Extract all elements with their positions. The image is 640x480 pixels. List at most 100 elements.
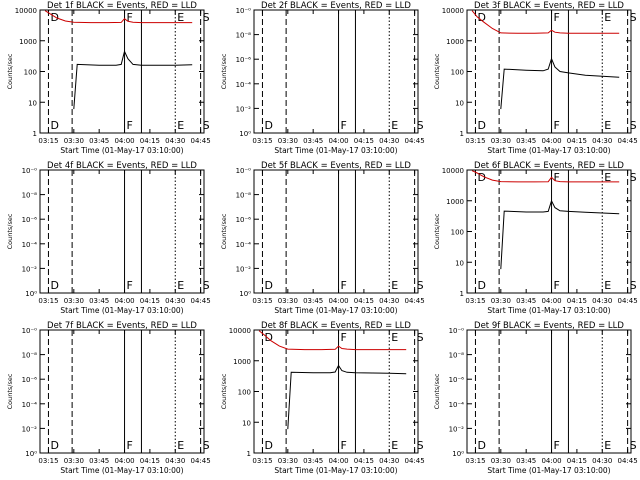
x-axis-label: Start Time (01-May-17 03:10:00) <box>60 146 183 155</box>
x-tick-label: 03:45 <box>89 457 109 465</box>
x-tick-label: 03:15 <box>38 457 58 465</box>
event-marker-label: D <box>477 439 485 452</box>
y-tick-label: 10 <box>28 99 37 107</box>
event-marker-label-top: D <box>264 331 272 344</box>
y-tick-label: 1000 <box>233 358 251 366</box>
y-tick-label: 10⁰ <box>452 450 464 458</box>
x-tick-label: 04:00 <box>114 297 134 305</box>
x-tick-label: 04:15 <box>567 137 587 145</box>
event-marker-label: S <box>203 279 210 292</box>
x-tick-label: 04:15 <box>567 297 587 305</box>
plot-frame <box>466 329 632 454</box>
x-tick-label: 03:15 <box>465 137 485 145</box>
y-axis-label: Counts/sec <box>220 213 228 249</box>
x-tick-label: 03:45 <box>516 457 536 465</box>
x-tick-label: 04:15 <box>567 457 587 465</box>
y-axis-label: Counts/sec <box>220 53 228 89</box>
event-marker-label: D <box>50 119 58 132</box>
event-marker-label: E <box>177 279 184 292</box>
event-marker-label: E <box>177 439 184 452</box>
y-axis-label: Counts/sec <box>6 213 14 249</box>
y-tick-label: 10⁻⁸ <box>236 32 252 40</box>
event-marker-label: F <box>127 119 133 132</box>
plot-frame <box>39 329 205 454</box>
x-tick-label: 03:30 <box>278 137 298 145</box>
event-marker-label: E <box>604 439 611 452</box>
event-marker-label-top: D <box>50 11 58 24</box>
x-tick-label: 04:45 <box>405 137 425 145</box>
event-marker-label: S <box>417 439 424 452</box>
y-tick-label: 10⁻⁶ <box>236 216 252 224</box>
detector-chart-5: Det 5f BLACK = Events, RED = LLD 03:15 03:… <box>220 161 425 315</box>
x-tick-label: 04:30 <box>592 457 612 465</box>
y-axis-label: Counts/sec <box>220 373 228 409</box>
y-tick-label: 10⁻⁶ <box>22 376 38 384</box>
x-tick-label: 03:45 <box>89 297 109 305</box>
plot-frame <box>466 169 632 294</box>
event-marker-label-top: S <box>630 171 637 184</box>
event-marker-label: S <box>417 119 424 132</box>
x-tick-label: 03:15 <box>38 137 58 145</box>
x-tick-label: 04:00 <box>328 137 348 145</box>
y-axis-label: Counts/sec <box>433 213 441 249</box>
event-marker-label: F <box>341 439 347 452</box>
event-marker-label-top: F <box>127 11 133 24</box>
y-tick-label: 10⁻⁶ <box>236 56 252 64</box>
detector-chart-3: Det 3f BLACK = Events, RED = LLD 03:15 03:… <box>433 1 638 155</box>
y-tick-label: 100 <box>24 69 37 77</box>
series-events-line <box>500 57 620 110</box>
y-tick-label: 10⁻⁰ <box>22 327 38 335</box>
detector-chart-2: Det 2f BLACK = Events, RED = LLD 03:15 03:… <box>220 1 425 155</box>
x-tick-label: 04:15 <box>354 137 374 145</box>
x-tick-label: 03:30 <box>491 297 511 305</box>
event-marker-label: D <box>264 279 272 292</box>
detector-chart-9: Det 9f BLACK = Events, RED = LLD 03:15 03:… <box>433 321 638 475</box>
plot-frame <box>253 169 419 294</box>
y-tick-label: 10⁻⁰ <box>236 7 252 15</box>
event-marker-label: S <box>630 279 637 292</box>
x-tick-label: 04:45 <box>405 457 425 465</box>
y-tick-label: 10⁻⁶ <box>22 216 38 224</box>
event-marker-label: D <box>50 439 58 452</box>
plot-frame <box>253 9 419 134</box>
event-marker-label: F <box>127 439 133 452</box>
chart-title: Det 3f BLACK = Events, RED = LLD <box>474 1 624 11</box>
x-axis-label: Start Time (01-May-17 03:10:00) <box>487 466 610 475</box>
y-tick-label: 100 <box>238 389 251 397</box>
x-axis-label: Start Time (01-May-17 03:10:00) <box>60 466 183 475</box>
x-tick-label: 04:00 <box>328 457 348 465</box>
x-tick-label: 04:15 <box>140 137 160 145</box>
y-tick-label: 10000 <box>442 7 464 15</box>
y-tick-label: 10⁻⁸ <box>449 352 465 360</box>
x-tick-label: 04:45 <box>618 297 638 305</box>
event-marker-label: D <box>477 279 485 292</box>
chart-title: Det 5f BLACK = Events, RED = LLD <box>261 161 411 171</box>
event-marker-label: S <box>630 119 637 132</box>
x-tick-label: 04:45 <box>405 297 425 305</box>
x-tick-label: 04:15 <box>140 297 160 305</box>
x-tick-label: 04:30 <box>379 297 399 305</box>
plot-frame <box>39 169 205 294</box>
y-tick-label: 100 <box>451 69 464 77</box>
event-marker-label-top: S <box>203 11 210 24</box>
y-axis-label: Counts/sec <box>6 373 14 409</box>
y-tick-label: 10⁻² <box>22 425 38 433</box>
detector-chart-8: Det 8f BLACK = Events, RED = LLD 03:15 03:… <box>220 321 425 475</box>
event-marker-label-top: F <box>341 331 347 344</box>
x-tick-label: 04:30 <box>379 457 399 465</box>
chart-title: Det 6f BLACK = Events, RED = LLD <box>474 161 624 171</box>
series-lld-line <box>44 10 193 24</box>
detector-chart-1: Det 1f BLACK = Events, RED = LLD 03:15 03:… <box>6 1 211 155</box>
event-marker-label-top: E <box>391 331 398 344</box>
y-tick-label: 1 <box>247 450 251 458</box>
y-tick-label: 10⁻⁴ <box>22 241 38 249</box>
x-tick-label: 03:15 <box>252 297 272 305</box>
x-tick-label: 03:15 <box>252 457 272 465</box>
x-tick-label: 04:00 <box>114 457 134 465</box>
y-tick-label: 10 <box>242 419 251 427</box>
y-tick-label: 1000 <box>446 38 464 46</box>
y-tick-label: 10⁻² <box>236 105 252 113</box>
x-tick-label: 04:00 <box>328 297 348 305</box>
x-tick-label: 04:30 <box>165 137 185 145</box>
